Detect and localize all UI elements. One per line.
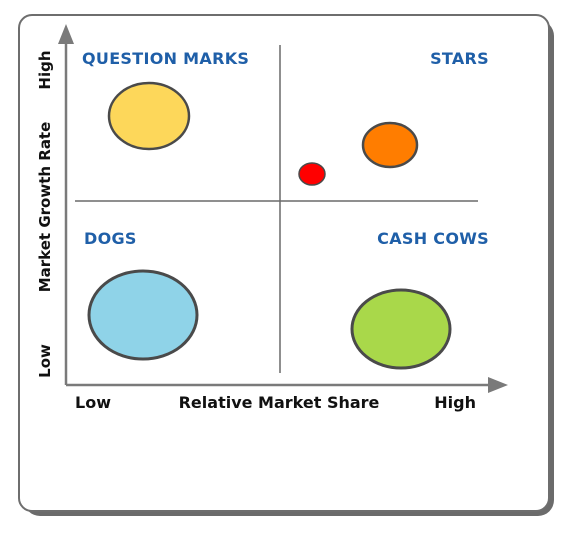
dog-bubble [87, 269, 199, 361]
y-axis-high-label: High [36, 50, 54, 89]
x-axis-high-label: High [434, 393, 476, 412]
x-axis-arrow-icon [488, 377, 508, 393]
y-axis-title: Market Growth Rate [36, 122, 54, 293]
quadrant-label-dogs: DOGS [84, 229, 137, 248]
quadrant-label-stars: STARS [430, 49, 489, 68]
y-axis-arrow-icon [58, 24, 74, 44]
quadrant-label-cash-cows: CASH COWS [377, 229, 489, 248]
x-axis-low-label: Low [75, 393, 111, 412]
y-axis-low-label: Low [36, 344, 54, 378]
star-bubble-large [361, 121, 419, 169]
cash-cow-bubble [350, 288, 452, 370]
x-axis-title: Relative Market Share [179, 393, 380, 412]
quadrant-label-question-marks: QUESTION MARKS [82, 49, 249, 68]
question-mark-bubble [107, 81, 191, 151]
matrix-card [18, 14, 550, 512]
star-bubble-small [298, 162, 326, 186]
